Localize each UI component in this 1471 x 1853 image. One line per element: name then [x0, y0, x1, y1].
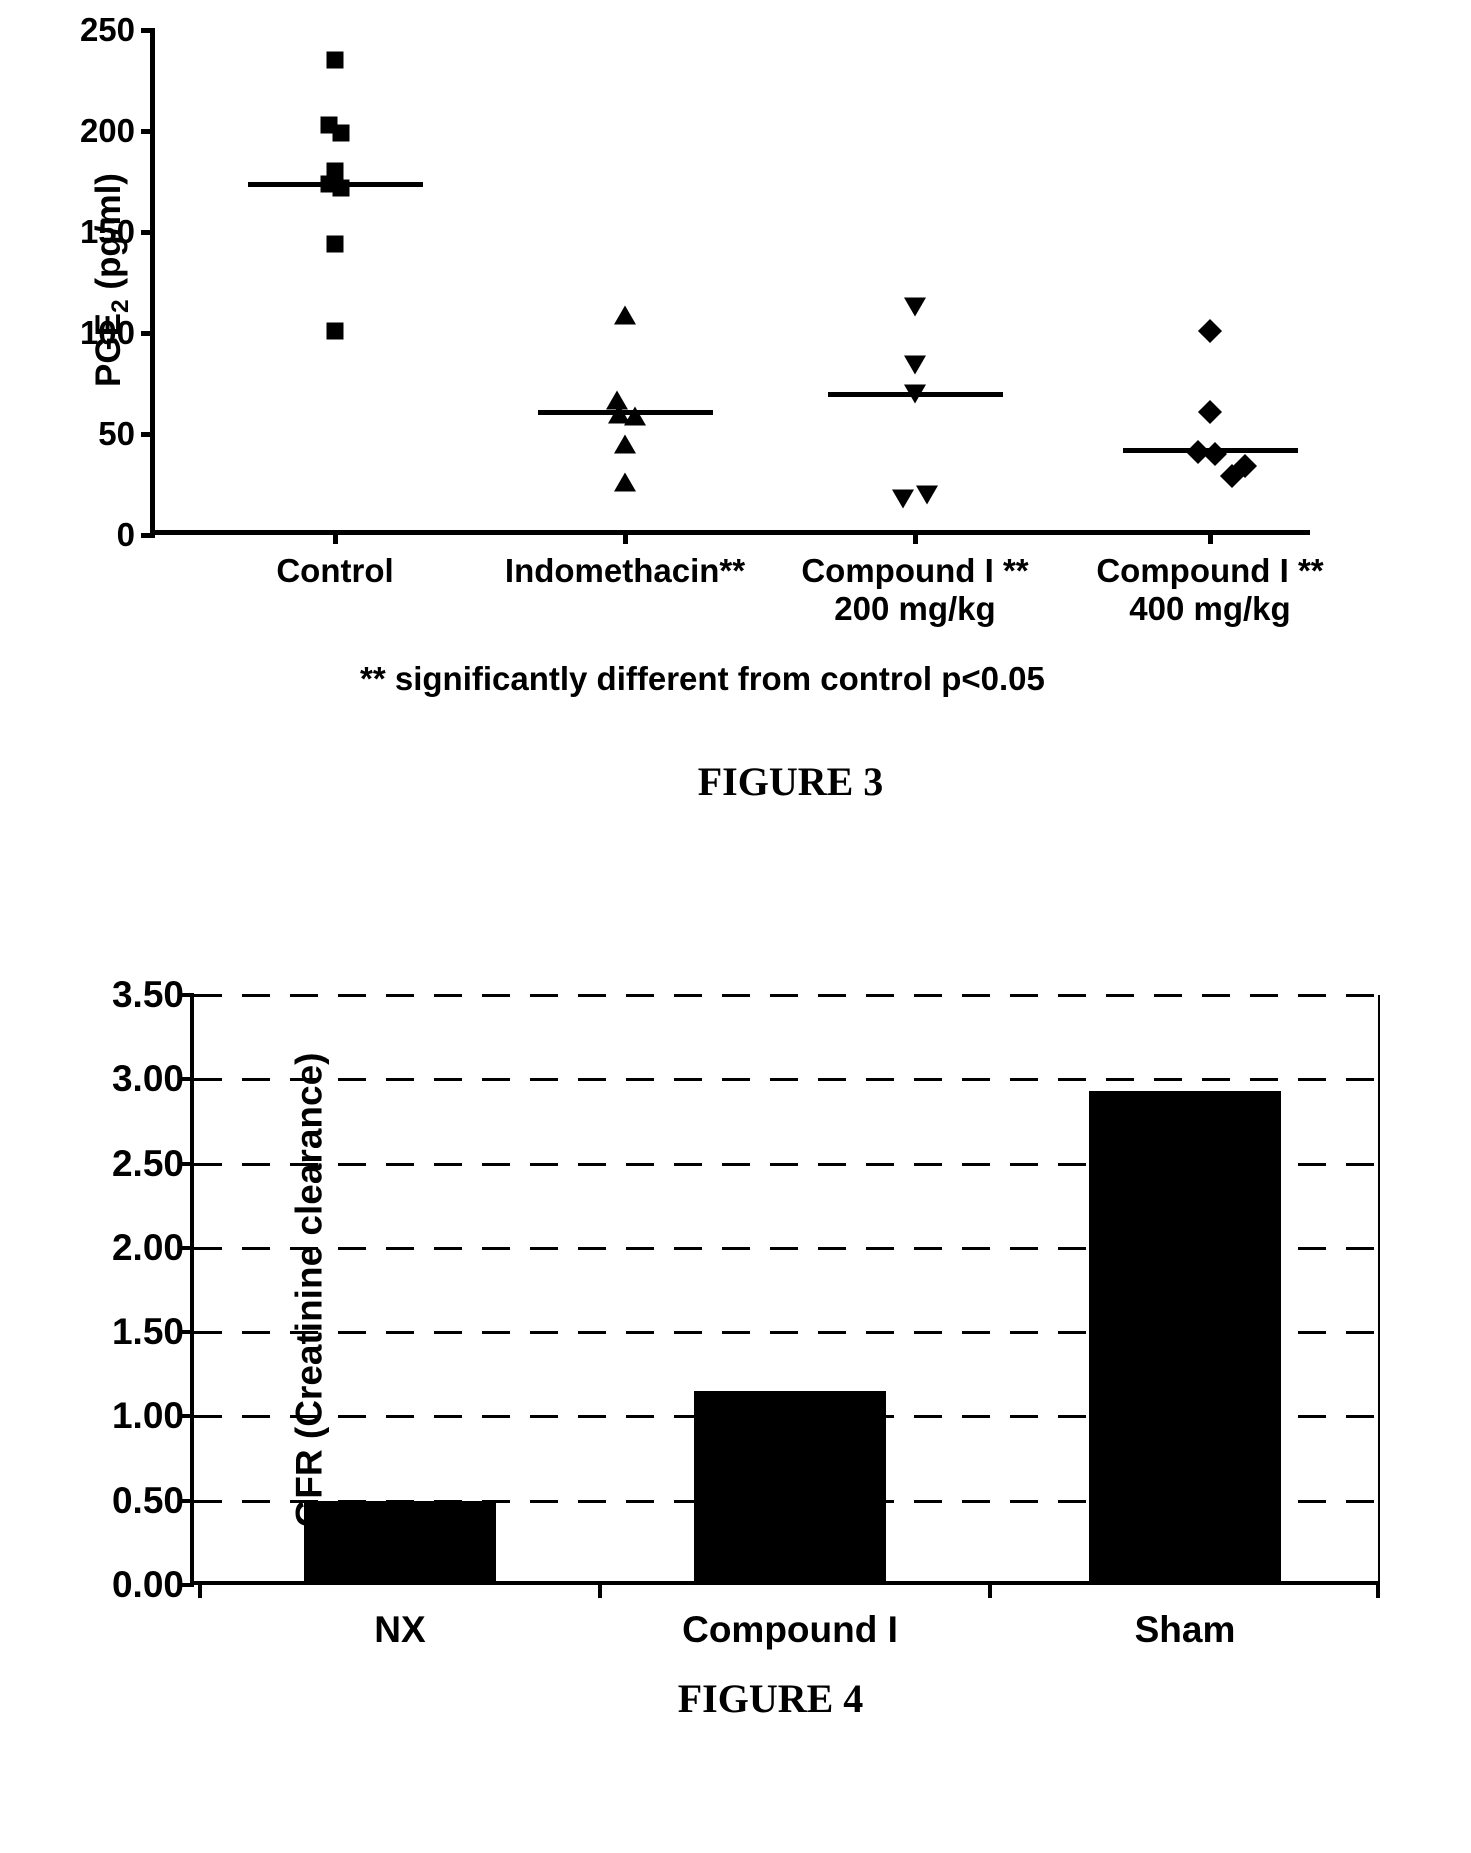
figure-3-y-tick: [141, 533, 155, 538]
figure-3-data-point: [333, 179, 350, 196]
figure-4-plot-area: GFR (Creatinine clearance) 0.000.501.001…: [110, 995, 1380, 1585]
figure-3-x-tick: [623, 530, 628, 544]
figure-3-category-label: Compound I **400 mg/kg: [1096, 552, 1323, 628]
figure-3-data-point: [614, 473, 636, 492]
figure-3-footnote: ** significantly different from control …: [360, 660, 1431, 698]
figure-3-data-point: [327, 52, 344, 69]
figure-4-x-axis: [190, 1581, 1380, 1585]
figure-3-y-tick-label: 0: [117, 516, 135, 554]
figure-4-y-tick-label: 0.50: [96, 1480, 184, 1522]
figure-4-y-tick-label: 1.00: [96, 1395, 184, 1437]
figure-4-y-tick-label: 2.50: [96, 1143, 184, 1185]
figure-4-category-label: Sham: [1135, 1609, 1236, 1651]
figure-3-y-tick-label: 250: [80, 11, 135, 49]
figure-3-category-label: Compound I **200 mg/kg: [801, 552, 1028, 628]
figure-3-y-tick: [141, 129, 155, 134]
figure-3-data-point: [904, 384, 926, 403]
figure-3-data-point: [1198, 319, 1222, 343]
figure-3-y-tick: [141, 230, 155, 235]
figure-3-y-tick-label: 100: [80, 314, 135, 352]
figure-3-caption: FIGURE 3: [150, 758, 1431, 805]
figure-3-y-tick: [141, 28, 155, 33]
figure-4-right-border: [1378, 995, 1380, 1585]
figure-3-y-tick-label: 150: [80, 213, 135, 251]
figure-3: PGE2 (pg/ml) 050100150200250ControlIndom…: [150, 30, 1431, 805]
figure-4-bar: [304, 1501, 496, 1581]
figure-3-y-axis-label: PGE2 (pg/ml): [89, 173, 135, 387]
figure-4-category-label: NX: [374, 1609, 425, 1651]
figure-3-data-point: [892, 489, 914, 508]
figure-4-y-axis-label: GFR (Creatinine clearance): [288, 1053, 330, 1528]
figure-4-y-tick-label: 3.50: [96, 974, 184, 1016]
figure-4-y-axis: [190, 995, 194, 1585]
figure-3-category-label: Indomethacin**: [505, 552, 745, 590]
figure-3-data-point: [1203, 442, 1227, 466]
figure-4-caption: FIGURE 4: [110, 1675, 1431, 1722]
figure-4-gridline: [194, 1078, 1378, 1081]
figure-3-data-point: [904, 297, 926, 316]
figure-3-data-point: [916, 485, 938, 504]
figure-3-plot-area: PGE2 (pg/ml) 050100150200250ControlIndom…: [150, 30, 1310, 535]
figure-3-data-point: [624, 406, 646, 425]
figure-3-x-tick: [333, 530, 338, 544]
figure-4-x-tick: [1376, 1585, 1380, 1598]
figure-4-x-tick: [198, 1585, 202, 1598]
figure-3-y-tick-label: 50: [98, 415, 135, 453]
figure-3-data-point: [327, 322, 344, 339]
figure-4-y-tick-label: 1.50: [96, 1311, 184, 1353]
figure-3-data-point: [1198, 400, 1222, 424]
figure-3-x-tick: [1208, 530, 1213, 544]
figure-4-bar: [694, 1391, 886, 1581]
figure-3-y-tick: [141, 331, 155, 336]
figure-4: GFR (Creatinine clearance) 0.000.501.001…: [110, 995, 1431, 1722]
figure-3-data-point: [614, 305, 636, 324]
figure-3-category-label: Control: [276, 552, 393, 590]
figure-3-y-tick-label: 200: [80, 112, 135, 150]
figure-4-x-tick: [988, 1585, 992, 1598]
figure-4-y-tick-label: 3.00: [96, 1058, 184, 1100]
figure-3-data-point: [333, 125, 350, 142]
figure-3-y-tick: [141, 432, 155, 437]
page: PGE2 (pg/ml) 0 50 100 150 200 250 Control Indom…: [0, 0, 1471, 1782]
figure-4-y-tick-label: 0.00: [96, 1564, 184, 1606]
figure-3-data-point: [904, 356, 926, 375]
figure-3-x-tick: [913, 530, 918, 544]
figure-4-x-tick: [598, 1585, 602, 1598]
figure-3-data-point: [614, 435, 636, 454]
figure-4-y-tick-label: 2.00: [96, 1227, 184, 1269]
figure-4-category-label: Compound I: [682, 1609, 898, 1651]
figure-4-gridline: [194, 994, 1378, 997]
figure-4-bar: [1089, 1091, 1281, 1581]
figure-3-data-point: [327, 236, 344, 253]
